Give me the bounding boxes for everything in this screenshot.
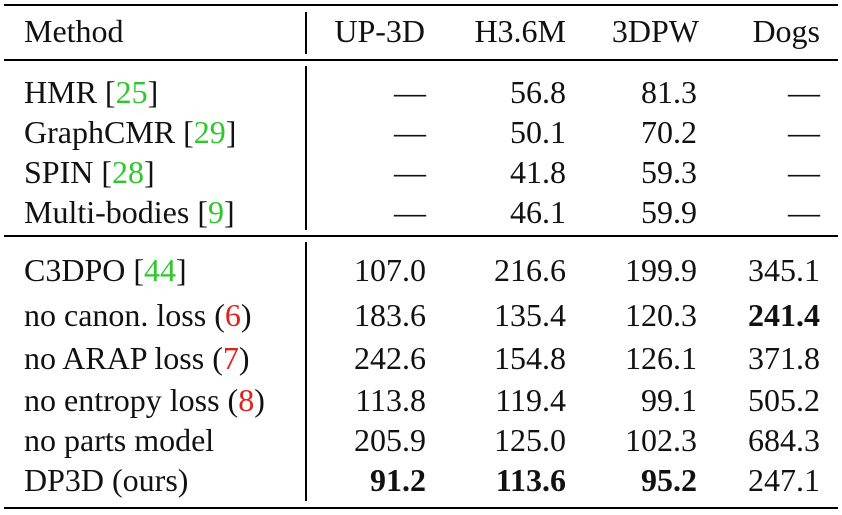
table-row: no parts model 205.9 125.0 102.3 684.3 — [0, 420, 842, 460]
cell-up3d-best: 91.2 — [370, 462, 426, 498]
cell-h36m: 50.1 — [510, 114, 566, 150]
cell-3dpw: 59.3 — [641, 154, 697, 190]
equation-ref[interactable]: 6 — [224, 297, 241, 333]
cell-dogs: — — [788, 114, 820, 150]
cell-3dpw: 70.2 — [641, 114, 697, 150]
cell-dogs: — — [788, 194, 820, 230]
cell-up3d: 242.6 — [354, 340, 426, 376]
table-row: no ARAP loss (7) 242.6 154.8 126.1 371.8 — [0, 338, 842, 378]
header-3dpw: 3DPW — [611, 13, 699, 49]
cell-3dpw: 99.1 — [641, 382, 697, 418]
citation-ref[interactable]: 29 — [193, 114, 226, 150]
table-row: GraphCMR [29] — 50.1 70.2 — — [0, 112, 842, 152]
method-name: Multi-bodies [9] — [24, 194, 235, 230]
cell-up3d: — — [394, 194, 426, 230]
header-h36m: H3.6M — [474, 13, 566, 49]
cell-3dpw-best: 95.2 — [641, 462, 697, 498]
citation-ref[interactable]: 28 — [112, 154, 145, 190]
cell-up3d: — — [394, 154, 426, 190]
table-row: no entropy loss (8) 113.8 119.4 99.1 505… — [0, 380, 842, 420]
cell-h36m: 41.8 — [510, 154, 566, 190]
cell-h36m: 46.1 — [510, 194, 566, 230]
method-name: no parts model — [24, 422, 215, 458]
cell-3dpw: 126.1 — [625, 340, 697, 376]
cell-3dpw: 120.3 — [625, 297, 697, 333]
cell-h36m: 216.6 — [494, 252, 566, 288]
header-up3d: UP-3D — [334, 13, 425, 49]
cell-h36m: 154.8 — [494, 340, 566, 376]
cell-3dpw: 59.9 — [641, 194, 697, 230]
cell-h36m-best: 113.6 — [495, 462, 566, 498]
cell-3dpw: 199.9 — [625, 252, 697, 288]
cell-up3d: 183.6 — [354, 297, 426, 333]
cell-dogs: — — [788, 154, 820, 190]
cell-h36m: 56.8 — [510, 74, 566, 110]
cell-up3d: — — [394, 114, 426, 150]
cell-h36m: 119.4 — [495, 382, 566, 418]
method-name: SPIN [28] — [24, 154, 155, 190]
method-name: HMR [25] — [24, 74, 159, 110]
cell-3dpw: 102.3 — [625, 422, 697, 458]
group-rule — [4, 235, 838, 237]
cell-dogs-best: 241.4 — [748, 297, 820, 333]
cell-dogs: 371.8 — [748, 340, 820, 376]
table-row: SPIN [28] — 41.8 59.3 — — [0, 152, 842, 192]
table-row: no canon. loss (6) 183.6 135.4 120.3 241… — [0, 295, 842, 335]
header-method: Method — [24, 13, 124, 49]
column-separator — [305, 242, 307, 501]
citation-ref[interactable]: 25 — [115, 74, 148, 110]
cell-h36m: 125.0 — [494, 422, 566, 458]
cell-up3d: 107.0 — [354, 252, 426, 288]
cell-h36m: 135.4 — [494, 297, 566, 333]
cell-dogs: 247.1 — [748, 462, 820, 498]
cell-dogs: 345.1 — [748, 252, 820, 288]
bottom-rule — [4, 507, 838, 509]
column-separator — [305, 12, 307, 54]
citation-ref[interactable]: 9 — [207, 194, 224, 230]
header-dogs: Dogs — [752, 13, 820, 49]
table-row: HMR [25] — 56.8 81.3 — — [0, 72, 842, 112]
table-row: Multi-bodies [9] — 46.1 59.9 — — [0, 192, 842, 232]
header-rule — [4, 59, 838, 61]
table-row: DP3D (ours) 91.2 113.6 95.2 247.1 — [0, 460, 842, 500]
method-name: C3DPO [44] — [24, 252, 187, 288]
equation-ref[interactable]: 8 — [238, 382, 255, 418]
method-name: DP3D (ours) — [24, 462, 189, 498]
top-rule — [4, 4, 838, 6]
cell-up3d: 205.9 — [354, 422, 426, 458]
method-name: GraphCMR [29] — [24, 114, 237, 150]
equation-ref[interactable]: 7 — [222, 340, 239, 376]
header-row: Method UP-3D H3.6M 3DPW Dogs — [0, 11, 842, 51]
method-name: no canon. loss (6) — [24, 297, 252, 333]
cell-dogs: — — [788, 74, 820, 110]
cell-up3d: 113.8 — [355, 382, 426, 418]
cell-dogs: 684.3 — [748, 422, 820, 458]
method-name: no ARAP loss (7) — [24, 340, 250, 376]
citation-ref[interactable]: 44 — [144, 252, 177, 288]
cell-up3d: — — [394, 74, 426, 110]
cell-3dpw: 81.3 — [641, 74, 697, 110]
column-separator — [305, 66, 307, 230]
method-name: no entropy loss (8) — [24, 382, 265, 418]
table-row: C3DPO [44] 107.0 216.6 199.9 345.1 — [0, 250, 842, 290]
cell-dogs: 505.2 — [748, 382, 820, 418]
